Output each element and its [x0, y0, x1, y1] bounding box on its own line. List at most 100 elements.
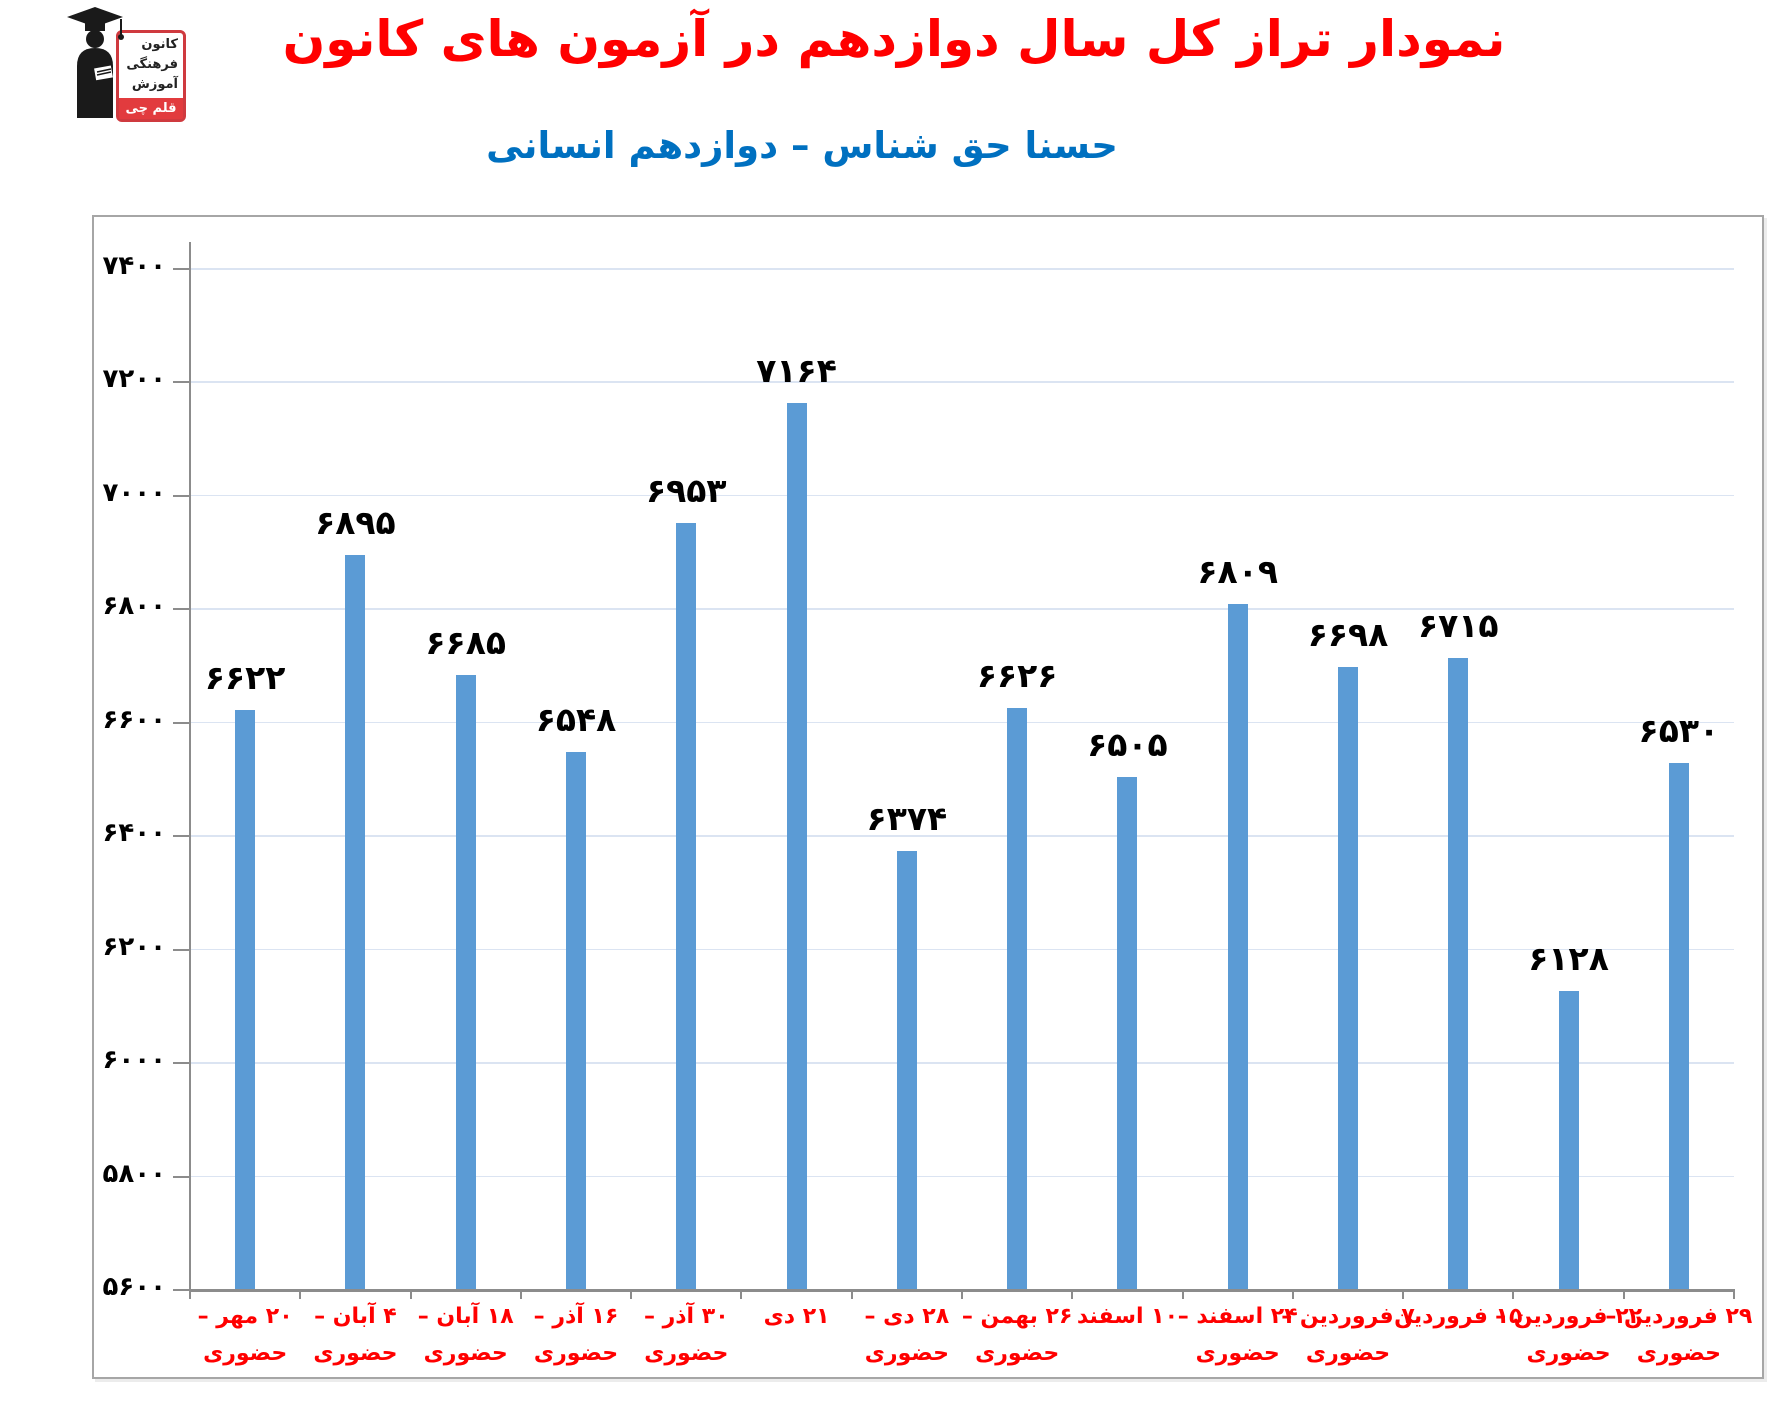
kanoon-logo-box: کانون فرهنگی آموزش قلم چی [116, 30, 186, 122]
bar-value-label: ۷۱۶۴ [756, 350, 837, 390]
x-axis-tick [189, 1290, 191, 1299]
y-axis-tick [173, 1062, 190, 1065]
bar [676, 522, 697, 1290]
x-axis-label: ۲۸ دی – [864, 1304, 950, 1329]
gridline [190, 835, 1734, 837]
x-axis-label: ۴ آبان – [314, 1304, 397, 1329]
x-axis-tick [961, 1290, 963, 1299]
gridline [190, 381, 1734, 383]
bar [235, 710, 256, 1290]
x-axis-label-line2: حضوری [1636, 1341, 1721, 1366]
bar-value-label: ۶۵۰۵ [1087, 724, 1168, 764]
x-axis-tick [1512, 1290, 1515, 1299]
bar-value-label: ۶۶۲۶ [976, 656, 1058, 696]
x-axis-tick [299, 1290, 302, 1299]
x-axis-tick [740, 1290, 743, 1299]
chart-title: نمودار تراز کل سال دوازدهم در آزمون های … [282, 10, 1506, 68]
x-axis-label-line2: حضوری [1526, 1341, 1611, 1366]
bar-chart-plot: ۷۴۰۰ ۷۲۰۰ ۷۰۰۰ ۶۸۰۰ ۶۶۰۰ ۶۴۰۰ ۶۲۰۰ ۶۰۰۰ ۵۸۰۰ ۵۶۰۰… [94, 217, 1762, 1377]
y-axis-label: ۵۸۰۰ [102, 1158, 166, 1189]
x-axis-tick [1733, 1290, 1735, 1299]
x-axis-label: ۱۶ آذر – [533, 1304, 619, 1329]
x-axis-tick [850, 1290, 853, 1299]
x-axis-tick [630, 1290, 633, 1299]
x-axis-tick [409, 1290, 412, 1299]
chart-frame: ۷۴۰۰ ۷۲۰۰ ۷۰۰۰ ۶۸۰۰ ۶۶۰۰ ۶۴۰۰ ۶۲۰۰ ۶۰۰۰ ۵۸۰۰ ۵۶۰۰… [92, 215, 1764, 1379]
x-axis-label: ۲۰ مهر – [197, 1304, 293, 1329]
bar [455, 674, 476, 1290]
x-axis-tick [1071, 1290, 1074, 1299]
y-axis-tick [173, 268, 190, 271]
gridline [190, 608, 1734, 610]
x-axis-label: ۱۸ آبان – [417, 1304, 514, 1329]
y-axis-tick [173, 835, 190, 838]
x-axis-label-line2: حضوری [644, 1341, 729, 1366]
x-axis-line [189, 1289, 1735, 1292]
bar [1668, 762, 1689, 1290]
bar [566, 752, 586, 1290]
gridline [190, 948, 1734, 951]
x-axis-tick [1291, 1290, 1294, 1299]
kanoon-ghalamchi-logo: کانون فرهنگی آموزش قلم چی [64, 4, 188, 124]
y-axis-tick [173, 608, 190, 611]
y-axis-tick [173, 494, 190, 497]
graduate-icon [67, 7, 124, 118]
x-axis-label: ۲۱ دی [763, 1304, 830, 1329]
x-axis-label-line2: حضوری [313, 1341, 398, 1366]
y-axis-label: ۶۰۰۰ [102, 1045, 166, 1076]
logo-brand: قلم چی [119, 98, 183, 119]
x-axis-tick [1402, 1290, 1405, 1299]
x-axis-label-line2: حضوری [533, 1341, 619, 1366]
x-axis-label: ۲۲ فروردین – [1495, 1304, 1643, 1329]
bar-value-label: ۶۸۹۵ [315, 503, 396, 543]
x-axis-tick [1622, 1290, 1625, 1299]
bar-value-label: ۶۵۳۰ [1638, 710, 1720, 750]
bar [1448, 657, 1469, 1290]
x-axis-label: ۷ فروردین – [1281, 1304, 1415, 1329]
x-axis-label-line2: حضوری [1305, 1341, 1391, 1366]
y-axis-label: ۷۲۰۰ [102, 364, 166, 395]
x-axis-label-line2: حضوری [203, 1341, 288, 1366]
y-axis-label: ۶۴۰۰ [102, 818, 166, 849]
bar-value-label: ۶۵۴۸ [535, 700, 617, 740]
x-axis-label-line2: حضوری [864, 1341, 949, 1366]
x-axis-label-line2: حضوری [975, 1341, 1060, 1366]
x-axis-label: ۲۴ اسفند – [1177, 1304, 1298, 1329]
y-axis-label: ۶۶۰۰ [102, 704, 166, 735]
gridline [190, 494, 1734, 497]
logo-org-line2: فرهنگی [126, 57, 178, 73]
bar [1117, 776, 1138, 1290]
gridline [190, 268, 1734, 270]
bar-value-label: ۶۹۵۳ [645, 470, 727, 510]
y-axis-tick [173, 1175, 190, 1178]
bar-value-label: ۶۸۰۹ [1197, 552, 1278, 592]
x-axis-label: ۱۵ فروردین [1394, 1304, 1523, 1329]
y-axis-tick [173, 381, 190, 384]
bar-value-label: ۶۳۷۴ [866, 798, 948, 838]
x-axis-label: ۲۹ فروردین – [1605, 1304, 1753, 1329]
bar [896, 850, 917, 1290]
y-axis-tick [173, 721, 190, 724]
gridline [190, 1062, 1734, 1064]
bar-value-label: ۶۱۲۸ [1528, 938, 1609, 978]
x-axis-label: ۳۰ آذر – [643, 1304, 729, 1329]
y-axis-label: ۶۸۰۰ [102, 591, 166, 622]
y-axis-label: ۷۴۰۰ [102, 251, 166, 282]
bar [1558, 990, 1579, 1290]
logo-org-line3: آموزش [131, 77, 178, 93]
y-axis-label: ۶۲۰۰ [102, 931, 166, 962]
gridline [190, 721, 1734, 724]
x-axis-tick [519, 1290, 522, 1299]
bar [345, 555, 366, 1290]
bar [1007, 708, 1028, 1290]
logo-org-name: کانون فرهنگی آموزش [121, 35, 178, 95]
logo-org-line1: کانون [141, 37, 178, 52]
x-axis-label-line2: حضوری [1195, 1341, 1280, 1366]
x-axis-label-line2: حضوری [423, 1341, 508, 1366]
chart-subtitle: حسنا حق شناس – دوازدهم انسانی [486, 124, 1118, 167]
bar-value-label: ۶۷۱۵ [1417, 605, 1499, 645]
y-axis-line [189, 242, 191, 1292]
bar-value-label: ۶۶۲۲ [204, 658, 286, 698]
bar [786, 402, 807, 1290]
